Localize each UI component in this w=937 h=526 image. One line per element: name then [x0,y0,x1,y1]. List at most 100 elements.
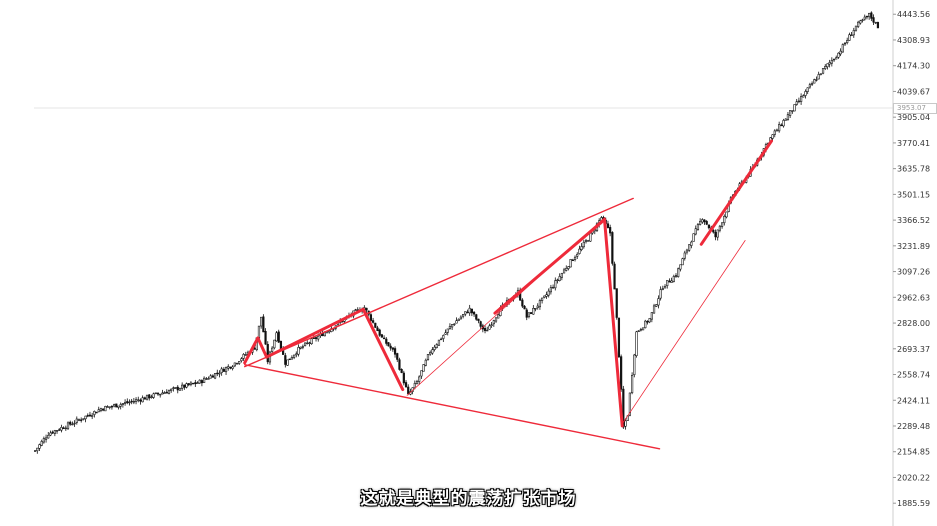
candle [821,68,825,75]
candle [648,317,651,324]
candle [688,244,691,252]
candle [33,450,37,452]
price-tick-label: 3097.26 [897,268,930,277]
candle [699,218,702,226]
candle [424,358,427,367]
price-tick-label: 4308.93 [897,36,930,45]
candle [102,408,105,412]
candle [429,350,432,356]
candle [310,337,313,345]
candle [841,43,844,53]
candle [159,393,162,398]
candle [295,351,298,358]
candle [44,434,48,443]
candle [420,370,423,379]
candle [850,32,853,37]
candle [121,403,124,408]
candle [51,430,54,434]
candle [806,87,809,95]
candle [389,343,392,351]
candle [832,58,836,62]
candle [457,318,460,322]
candle [773,129,776,138]
candle [558,273,561,282]
candle [183,384,186,390]
candle [679,264,682,272]
candle [139,398,142,405]
candle [235,362,239,365]
candle [786,111,790,121]
candle [242,353,245,361]
candle [128,399,131,406]
candle [119,402,122,410]
candle [569,258,572,268]
candle [451,324,454,330]
candle [521,298,524,309]
candle [652,303,656,314]
candle [288,358,291,361]
candle [91,412,94,420]
candle [198,379,201,384]
candle [66,421,70,431]
candle [216,369,219,377]
candle [459,315,463,320]
candle [106,405,109,408]
candle [306,340,309,345]
candle [861,18,864,23]
candle [775,128,779,132]
candle [165,389,168,394]
candle [551,284,555,289]
candle [659,286,662,301]
candle [655,304,658,308]
candle [437,339,441,346]
candle [464,311,467,317]
price-tick-label: 2828.00 [897,319,930,328]
candle [620,354,623,392]
candle [725,211,728,219]
candle [819,73,822,76]
candle [707,224,711,230]
candle [49,430,52,437]
candle [690,240,693,249]
candle [573,255,577,262]
candle [609,224,612,237]
candle [477,318,480,324]
candle [47,431,50,439]
candle [38,443,41,451]
candle [227,364,230,371]
candle [220,366,223,376]
candle [483,325,487,334]
candle [266,341,269,365]
candle [795,98,798,106]
candle [60,424,63,433]
candle [872,14,875,25]
candle [532,305,535,315]
candle [641,327,645,331]
candle [187,383,190,387]
candle [565,265,568,272]
trendline-9 [493,217,607,315]
candle [53,429,56,437]
candle [365,307,368,313]
price-axis: 4443.56 4308.93 4174.30 4039.67 3905.04 3770.… [892,0,930,526]
candle [611,231,614,266]
candle [538,298,542,310]
candle [271,346,274,354]
candle [843,42,847,47]
candle [804,89,807,99]
candle [426,354,430,361]
candle [42,436,45,444]
candle [530,312,533,315]
price-tick-label: 2289.48 [897,422,930,431]
candle [661,285,664,291]
candle [292,354,296,360]
trendline-layer [243,139,773,450]
candle [141,395,144,403]
candle [475,313,478,321]
candle [571,258,574,262]
candle [826,63,829,70]
price-tick-label: 2154.85 [897,448,930,457]
candle [393,346,397,358]
candle [644,319,647,329]
candle [545,291,548,299]
